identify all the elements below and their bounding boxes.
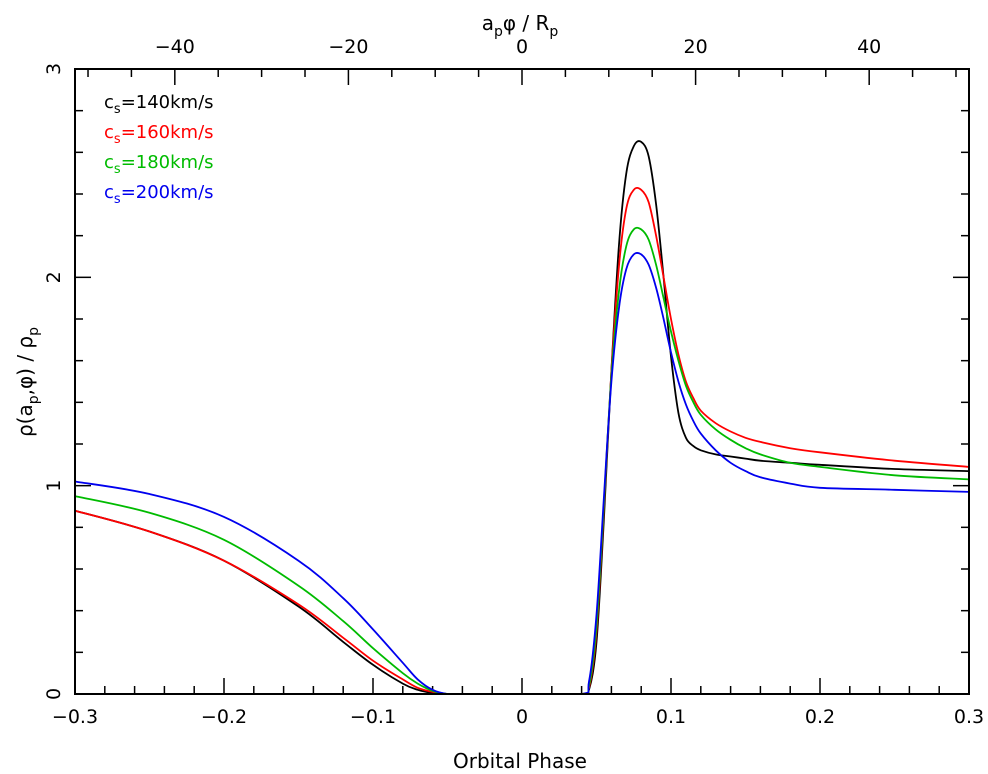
svg-text:0: 0	[43, 688, 65, 700]
plot-frame	[74, 68, 970, 695]
svg-text:1: 1	[43, 480, 65, 492]
svg-text:0: 0	[516, 706, 528, 728]
series-line-3	[74, 251, 970, 695]
legend: cs=140km/s cs=160km/s cs=180km/s cs=200k…	[104, 92, 214, 207]
svg-text:20: 20	[683, 36, 707, 58]
series-line-1	[74, 186, 970, 695]
legend-item-140: cs=140km/s	[104, 92, 214, 117]
legend-item-200: cs=200km/s	[104, 182, 214, 207]
series-line-2	[74, 226, 970, 695]
svg-text:−0.3: −0.3	[52, 706, 98, 728]
y-axis-title: ρ(ap,φ) / ρp	[13, 327, 42, 437]
svg-text:0: 0	[516, 36, 528, 58]
svg-text:0.1: 0.1	[656, 706, 686, 728]
svg-text:0.2: 0.2	[805, 706, 835, 728]
svg-text:3: 3	[43, 63, 65, 75]
top-x-axis-title: apφ / Rp	[482, 11, 559, 40]
series-line-0	[74, 140, 970, 695]
legend-item-180: cs=180km/s	[104, 152, 214, 177]
svg-text:40: 40	[857, 36, 881, 58]
svg-text:−40: −40	[155, 36, 195, 58]
svg-text:2: 2	[43, 271, 65, 283]
svg-text:−20: −20	[328, 36, 368, 58]
svg-text:−0.2: −0.2	[201, 706, 247, 728]
x-axis-title: Orbital Phase	[453, 749, 587, 773]
svg-text:−0.1: −0.1	[350, 706, 396, 728]
data-curves	[74, 140, 970, 695]
tick-labels: −0.3 −0.2 −0.1 0 0.1 0.2 0.3 −40 −20 0 20 40 0 1 2 3	[43, 36, 984, 728]
legend-item-160: cs=160km/s	[104, 122, 214, 147]
svg-text:0.3: 0.3	[954, 706, 984, 728]
